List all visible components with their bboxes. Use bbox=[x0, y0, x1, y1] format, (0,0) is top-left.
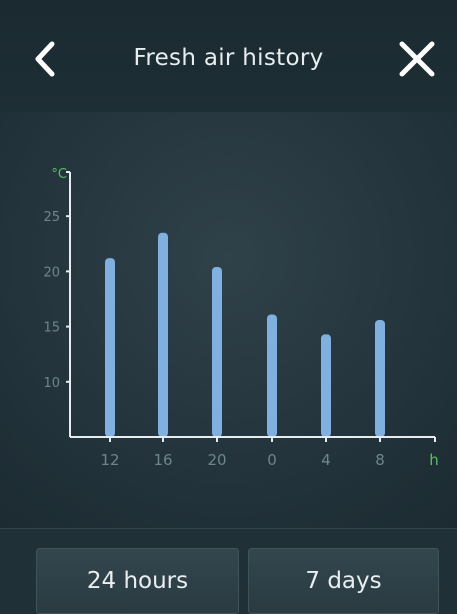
tab-24-hours[interactable]: 24 hours bbox=[36, 548, 239, 614]
bar-4 bbox=[321, 334, 331, 437]
bar-0 bbox=[267, 314, 277, 437]
chart-svg: 10 15 20 25 12 16 20 0 4 8 °C h bbox=[43, 167, 439, 469]
y-tick-label-20: 20 bbox=[43, 265, 60, 280]
x-unit-label: h bbox=[429, 451, 439, 469]
bar-20 bbox=[212, 266, 222, 437]
x-tick-label-16: 16 bbox=[153, 451, 172, 469]
period-selector: 24 hours 7 days bbox=[0, 528, 457, 614]
y-unit-label: °C bbox=[51, 167, 67, 182]
temperature-chart: 10 15 20 25 12 16 20 0 4 8 °C h bbox=[0, 112, 457, 528]
y-tick-label-25: 25 bbox=[43, 210, 60, 225]
header: Fresh air history bbox=[0, 0, 457, 112]
bar-8 bbox=[375, 319, 385, 437]
bar-16 bbox=[158, 232, 168, 437]
page-title: Fresh air history bbox=[133, 45, 324, 71]
x-tick-label-20: 20 bbox=[207, 451, 226, 469]
chevron-left-icon bbox=[35, 41, 55, 77]
y-tick-label-10: 10 bbox=[43, 376, 60, 391]
x-tick-label-4: 4 bbox=[321, 451, 331, 469]
x-tick-label-12: 12 bbox=[100, 451, 119, 469]
x-tick-label-8: 8 bbox=[375, 451, 385, 469]
y-tick-label-15: 15 bbox=[43, 321, 60, 336]
back-button[interactable] bbox=[22, 36, 68, 82]
x-tick-label-0: 0 bbox=[267, 451, 277, 469]
close-button[interactable] bbox=[389, 36, 445, 82]
close-icon bbox=[399, 41, 435, 77]
bar-12 bbox=[105, 258, 115, 437]
tab-7-days[interactable]: 7 days bbox=[248, 548, 439, 614]
